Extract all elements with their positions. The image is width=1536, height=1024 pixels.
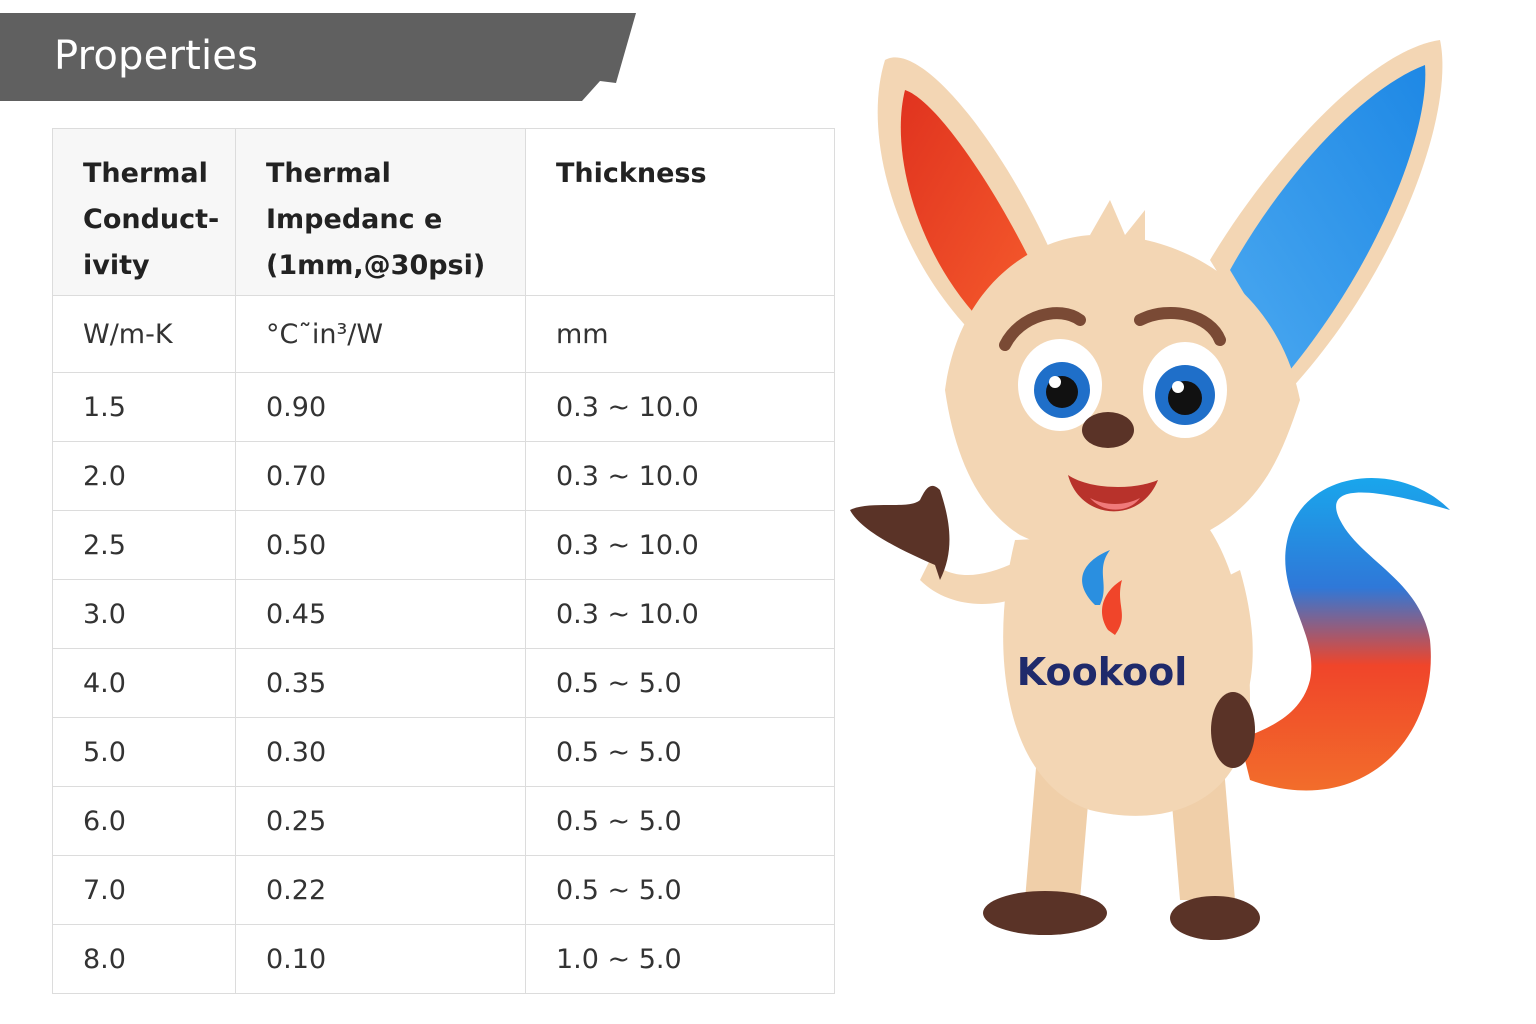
- section-title: Properties: [54, 33, 259, 79]
- left-foot: [983, 891, 1107, 935]
- cell-conductivity: 8.0: [52, 924, 236, 994]
- header-thermal-conductivity: Thermal Conduct- ivity: [52, 128, 236, 296]
- left-eye-highlight: [1049, 376, 1061, 388]
- cell-thickness: 0.5 ~ 5.0: [525, 786, 835, 856]
- cell-thickness: 0.3 ~ 10.0: [525, 372, 835, 442]
- cell-thickness: 0.5 ~ 5.0: [525, 855, 835, 925]
- left-arm: [920, 560, 1035, 604]
- cell-conductivity: 2.0: [52, 441, 236, 511]
- header-line: Thickness: [556, 158, 707, 189]
- banner-shape: [0, 13, 636, 101]
- cell-impedance: 0.10: [235, 924, 526, 994]
- header-thickness: Thickness: [525, 128, 835, 296]
- table-row: 4.0 0.35 0.5 ~ 5.0: [52, 648, 835, 718]
- cell-conductivity: 6.0: [52, 786, 236, 856]
- left-eyebrow: [999, 307, 1086, 351]
- cell-conductivity: 3.0: [52, 579, 236, 649]
- cell-impedance: 0.25: [235, 786, 526, 856]
- right-eye-highlight: [1172, 381, 1184, 393]
- unit-impedance: °C˜in³/W: [235, 295, 526, 373]
- table-row: 2.0 0.70 0.3 ~ 10.0: [52, 441, 835, 511]
- unit-thickness: mm: [525, 295, 835, 373]
- right-foot: [1170, 896, 1260, 940]
- cell-thickness: 0.5 ~ 5.0: [525, 648, 835, 718]
- cell-impedance: 0.30: [235, 717, 526, 787]
- right-ear-inner: [1230, 65, 1426, 370]
- tail-shape: [1240, 477, 1450, 791]
- properties-table: Thermal Conduct- ivity Thermal Impedanc …: [52, 128, 835, 994]
- cell-impedance: 0.90: [235, 372, 526, 442]
- table-row: 7.0 0.22 0.5 ~ 5.0: [52, 855, 835, 925]
- cell-impedance: 0.70: [235, 441, 526, 511]
- flame-logo-accent: [1102, 580, 1122, 635]
- cell-impedance: 0.22: [235, 855, 526, 925]
- cell-conductivity: 2.5: [52, 510, 236, 580]
- header-line: Thermal: [266, 158, 391, 189]
- cell-thickness: 0.3 ~ 10.0: [525, 441, 835, 511]
- right-arm: [1215, 570, 1253, 725]
- hair-tuft: [1090, 200, 1145, 245]
- cell-conductivity: 7.0: [52, 855, 236, 925]
- cell-impedance: 0.45: [235, 579, 526, 649]
- header-line: Thermal: [83, 158, 208, 189]
- table-row: 6.0 0.25 0.5 ~ 5.0: [52, 786, 835, 856]
- units-row: W/m-K °C˜in³/W mm: [52, 295, 835, 373]
- nose: [1082, 412, 1134, 448]
- left-ear-inner: [900, 90, 1030, 320]
- header-row: Thermal Conduct- ivity Thermal Impedanc …: [52, 128, 835, 296]
- table-row: 1.5 0.90 0.3 ~ 10.0: [52, 372, 835, 442]
- header-line: Conduct-: [83, 204, 220, 235]
- header-line: Impedanc e: [266, 204, 443, 235]
- right-eyebrow: [1134, 307, 1226, 346]
- cell-thickness: 0.3 ~ 10.0: [525, 510, 835, 580]
- fox-mascot-illustration: Kookool: [850, 40, 1450, 940]
- header-line: ivity: [83, 250, 150, 281]
- table-row: 2.5 0.50 0.3 ~ 10.0: [52, 510, 835, 580]
- body-shape: [1003, 530, 1250, 816]
- section-banner: Properties: [0, 13, 640, 101]
- cell-conductivity: 4.0: [52, 648, 236, 718]
- unit-conductivity: W/m-K: [52, 295, 236, 373]
- mascot-logo-text: Kookool: [1017, 650, 1187, 694]
- header-thermal-impedance: Thermal Impedanc e (1mm,@30psi): [235, 128, 526, 296]
- cell-thickness: 0.5 ~ 5.0: [525, 717, 835, 787]
- table-row: 5.0 0.30 0.5 ~ 5.0: [52, 717, 835, 787]
- header-line: (1mm,@30psi): [266, 250, 486, 281]
- cell-conductivity: 1.5: [52, 372, 236, 442]
- tongue: [1090, 498, 1140, 510]
- cell-thickness: 0.3 ~ 10.0: [525, 579, 835, 649]
- flame-logo-icon: [1082, 550, 1110, 605]
- table-row: 8.0 0.10 1.0 ~ 5.0: [52, 924, 835, 994]
- cell-thickness: 1.0 ~ 5.0: [525, 924, 835, 994]
- cell-impedance: 0.35: [235, 648, 526, 718]
- table-row: 3.0 0.45 0.3 ~ 10.0: [52, 579, 835, 649]
- right-hand: [1211, 692, 1255, 768]
- waving-hand: [850, 485, 950, 580]
- cell-conductivity: 5.0: [52, 717, 236, 787]
- cell-impedance: 0.50: [235, 510, 526, 580]
